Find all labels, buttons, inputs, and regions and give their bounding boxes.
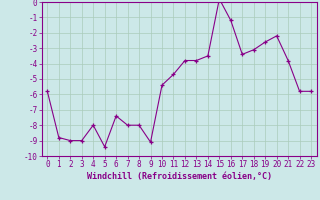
- X-axis label: Windchill (Refroidissement éolien,°C): Windchill (Refroidissement éolien,°C): [87, 172, 272, 181]
